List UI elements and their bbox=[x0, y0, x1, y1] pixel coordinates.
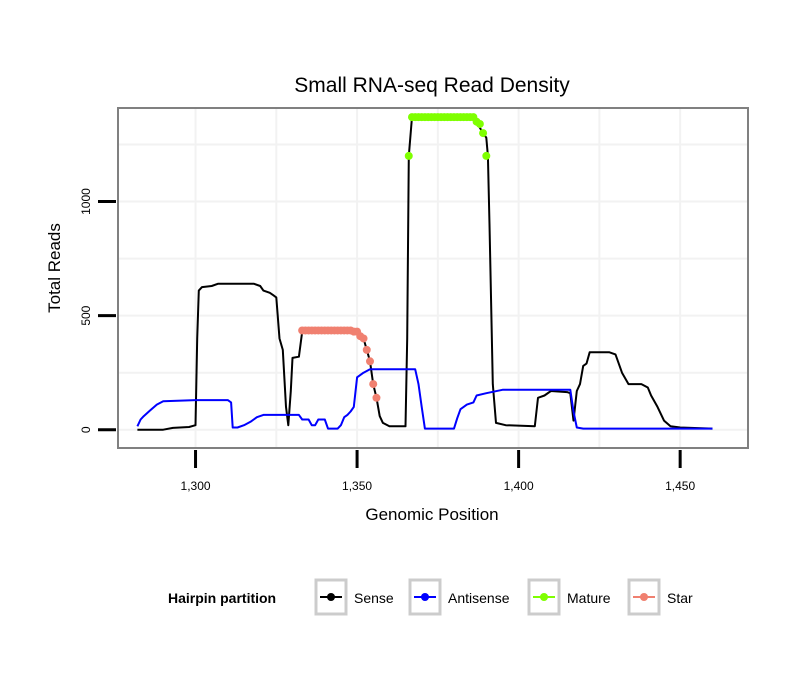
data-point-mature bbox=[479, 129, 488, 138]
x-tick-label: 1,300 bbox=[181, 479, 211, 493]
legend-dot-mature bbox=[540, 593, 548, 601]
x-tick-label: 1,400 bbox=[504, 479, 534, 493]
legend-dot-antisense bbox=[421, 593, 429, 601]
data-point-mature bbox=[475, 119, 484, 128]
data-point-star bbox=[366, 357, 374, 366]
series-lines bbox=[136, 116, 713, 431]
legend: Hairpin partition Sense Antisense Mature St… bbox=[168, 578, 693, 616]
series-points bbox=[298, 113, 491, 402]
x-tick-label: 1,450 bbox=[665, 479, 695, 493]
x-axis: 1,300 1,350 1,400 1,450 bbox=[181, 450, 695, 493]
series-line-antisense bbox=[136, 368, 713, 430]
data-point-star bbox=[362, 345, 371, 354]
data-point-mature bbox=[404, 151, 413, 160]
y-tick-label: 500 bbox=[79, 305, 93, 325]
legend-dot-star bbox=[640, 593, 648, 601]
legend-dot-sense bbox=[327, 593, 335, 601]
x-tick-label: 1,350 bbox=[342, 479, 372, 493]
grid-lines bbox=[119, 109, 747, 447]
data-point-star bbox=[359, 334, 368, 343]
plot-panel bbox=[117, 107, 749, 449]
y-tick-label: 0 bbox=[79, 426, 93, 433]
legend-label-sense: Sense bbox=[354, 590, 394, 606]
data-point-mature bbox=[482, 151, 491, 160]
series-line-sense bbox=[137, 116, 713, 431]
legend-label-mature: Mature bbox=[567, 590, 611, 606]
legend-label-antisense: Antisense bbox=[448, 590, 510, 606]
y-tick-label: 1000 bbox=[79, 188, 93, 215]
legend-title: Hairpin partition bbox=[168, 590, 276, 606]
y-axis: 0 500 1000 bbox=[79, 188, 116, 433]
x-axis-title: Genomic Position bbox=[365, 505, 498, 524]
legend-label-star: Star bbox=[667, 590, 693, 606]
y-axis-title: Total Reads bbox=[45, 223, 64, 313]
data-point-star bbox=[369, 380, 378, 389]
data-point-star bbox=[372, 393, 381, 402]
chart-title: Small RNA-seq Read Density bbox=[294, 74, 570, 97]
